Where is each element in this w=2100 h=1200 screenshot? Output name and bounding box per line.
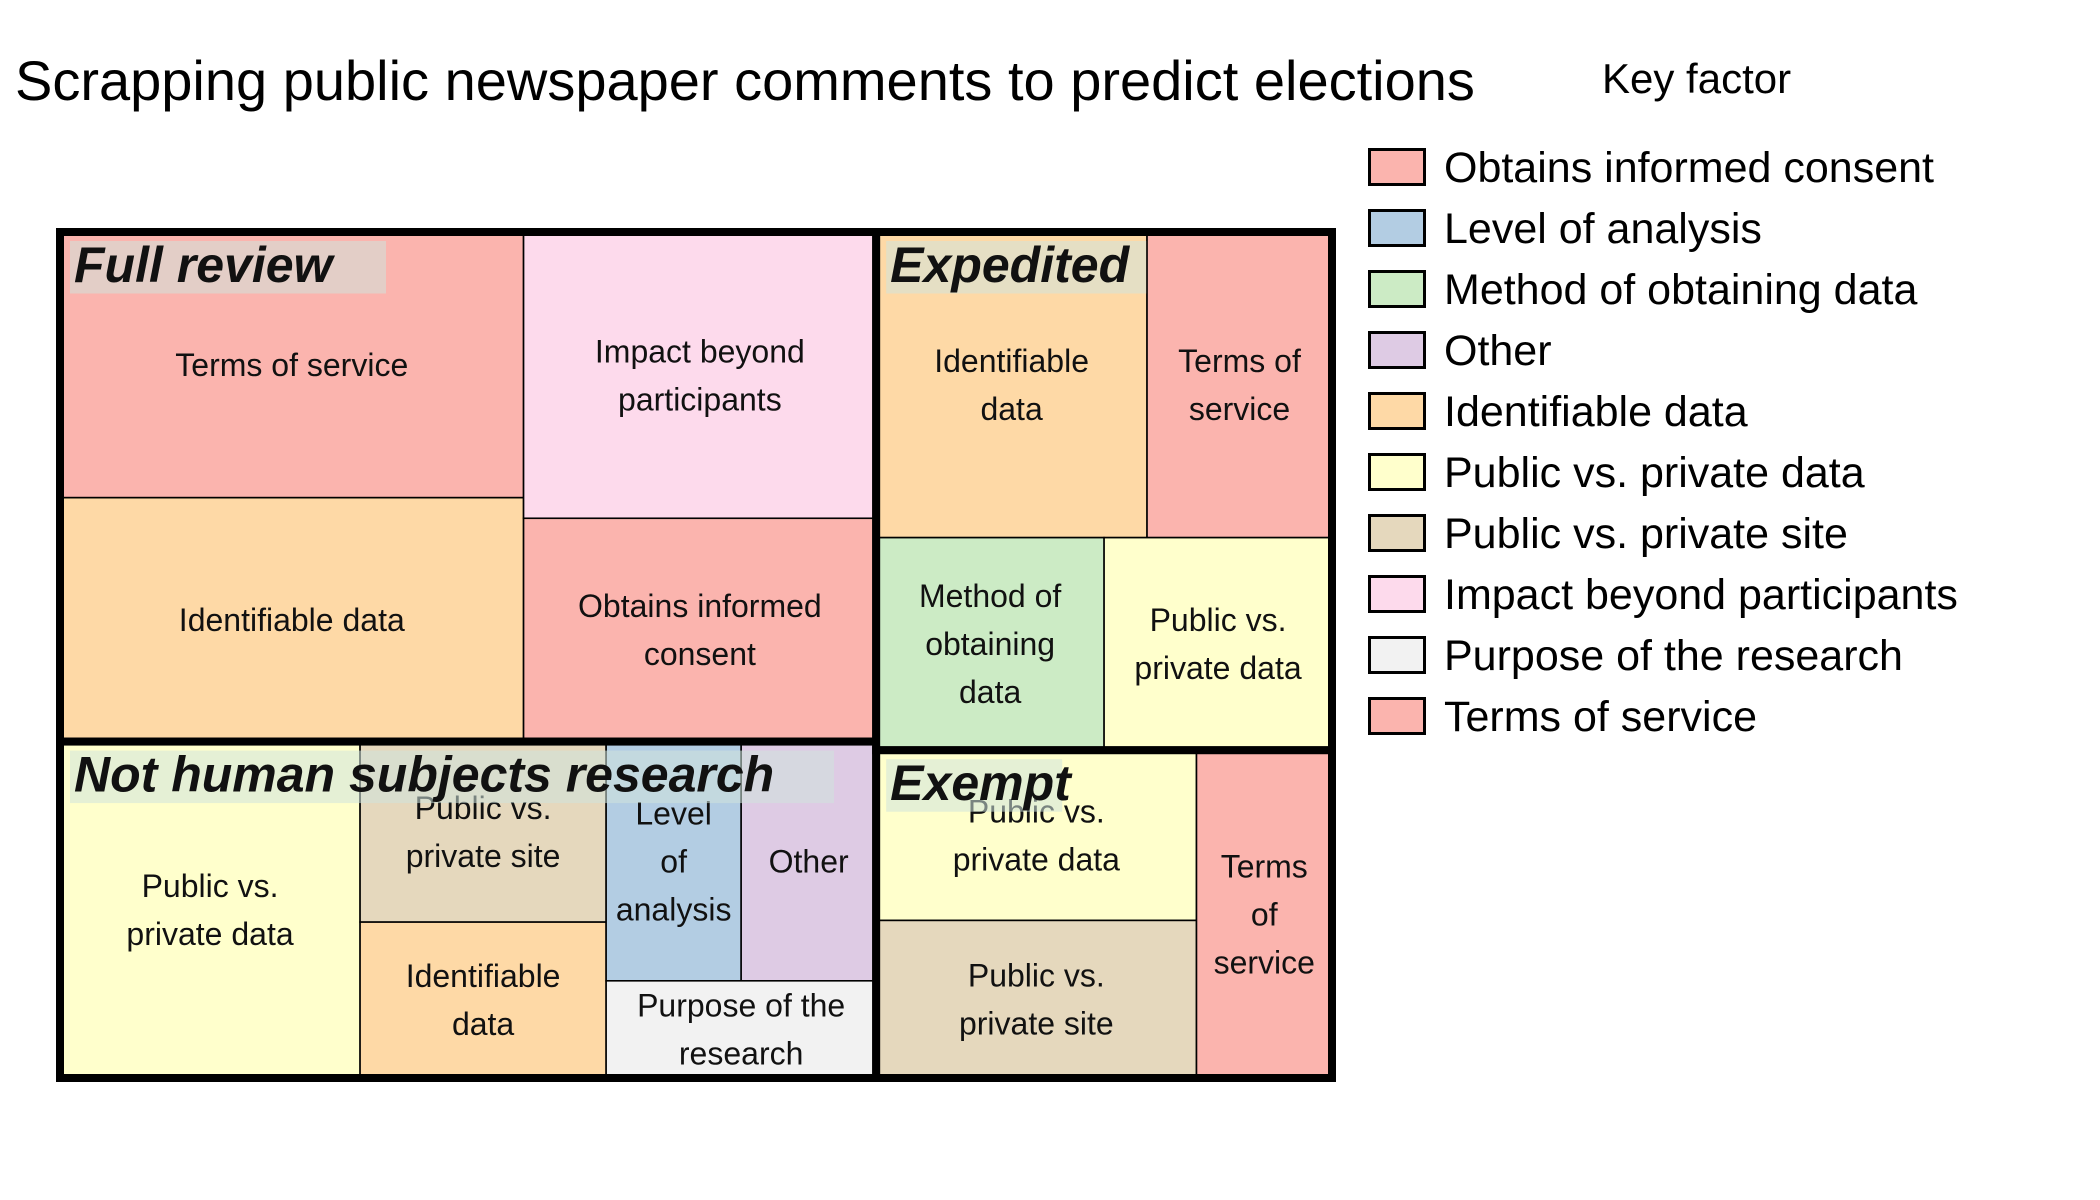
legend-swatch xyxy=(1368,392,1426,430)
cell-identifiable-data xyxy=(59,496,525,743)
legend-label: Method of obtaining data xyxy=(1444,266,1918,314)
legend-label: Terms of service xyxy=(1444,693,1758,741)
legend-item-terms-of-service: Terms of service xyxy=(1368,691,2088,752)
legend-swatch xyxy=(1368,270,1426,308)
cell-public-vs-private-site xyxy=(875,919,1198,1079)
cell-label: Terms of service xyxy=(175,347,408,383)
legend-label: Public vs. private site xyxy=(1444,510,1848,558)
legend-swatch xyxy=(1368,453,1426,491)
legend-label: Level of analysis xyxy=(1444,205,1762,253)
treemap-frame xyxy=(56,228,1336,1082)
legend-swatch xyxy=(1368,697,1426,735)
legend-label: Impact beyond participants xyxy=(1444,571,1958,619)
legend-title: Key factor xyxy=(1602,55,1792,102)
cell-label: Public vs. private site xyxy=(959,957,1114,1041)
legend-item-obtains-informed-consent: Obtains informed consent xyxy=(1368,142,2088,203)
cell-label: Identifiable data xyxy=(179,602,405,638)
legend-swatch xyxy=(1368,148,1426,186)
legend-label: Identifiable data xyxy=(1444,388,1748,436)
cell-label: Public vs.private data xyxy=(1134,602,1301,686)
cell-label: Identifiable data xyxy=(406,958,561,1042)
group-title-highlight xyxy=(70,241,386,294)
legend-label: Obtains informed consent xyxy=(1444,144,1934,192)
group-title-highlight xyxy=(886,759,1063,812)
group-title-highlight xyxy=(70,750,834,804)
legend-item-public-vs-private-site: Public vs. private site xyxy=(1368,508,2088,569)
group-title: Full review xyxy=(74,237,336,293)
legend-item-identifiable-data: Identifiable data xyxy=(1368,386,2088,447)
legend-item-impact-beyond-participants: Impact beyond participants xyxy=(1368,569,2088,630)
legend-swatch xyxy=(1368,331,1426,369)
cell-label: Other xyxy=(769,843,849,879)
cell-terms-of-service xyxy=(1146,231,1333,539)
group-title: Exempt xyxy=(890,755,1073,811)
group-expedited: Identifiable data Terms of service Method of… xyxy=(872,228,1336,755)
chart-title: Scrapping public newspaper comments to p… xyxy=(15,49,1475,112)
legend-item-purpose-of-the-research: Purpose of the research xyxy=(1368,630,2088,691)
group-title: Expedited xyxy=(890,237,1130,293)
cell-terms-of-service xyxy=(1195,749,1333,1079)
cell-label: Terms of service xyxy=(1214,848,1315,980)
group-title-highlight xyxy=(886,241,1147,294)
group-full-review: Terms of service Identifiable data Impact … xyxy=(56,228,881,746)
legend-item-public-vs-private-data: Public vs. private data xyxy=(1368,447,2088,508)
cell-label: Obtains informed consent xyxy=(578,588,822,672)
cell-identifiable-data xyxy=(359,921,607,1079)
cell-label: Purpose of the research xyxy=(637,988,845,1072)
legend-item-method-of-obtaining-data: Method of obtaining data xyxy=(1368,264,2088,325)
cell-label: Impact beyond participants xyxy=(595,333,805,417)
legend-label: Purpose of the research xyxy=(1444,632,1903,680)
legend-label: Other xyxy=(1444,327,1552,375)
cell-method-of-obtaining-data xyxy=(875,536,1105,752)
legend-swatch xyxy=(1368,514,1426,552)
legend-item-other: Other xyxy=(1368,325,2088,386)
cell-purpose-of-the-research xyxy=(605,980,877,1079)
cell-label: Method of obtaining data xyxy=(919,578,1061,710)
cell-impact-beyond-participants xyxy=(522,231,877,520)
cell-label: Level of analysis xyxy=(616,795,732,927)
legend: Obtains informed consent Level of analysi… xyxy=(1368,142,2088,752)
legend-swatch xyxy=(1368,636,1426,674)
legend-swatch xyxy=(1368,575,1426,613)
cell-obtains-informed-consent xyxy=(522,517,877,743)
legend-item-level-of-analysis: Level of analysis xyxy=(1368,203,2088,264)
cell-label: Public vs.private data xyxy=(126,868,293,952)
group-title: Not human subjects research xyxy=(74,747,774,803)
legend-swatch xyxy=(1368,209,1426,247)
legend-label: Public vs. private data xyxy=(1444,449,1865,497)
cell-label: Terms of service xyxy=(1178,343,1301,427)
cell-public-vs-private-data xyxy=(1103,536,1333,752)
cell-label: Identifiable data xyxy=(934,343,1089,427)
